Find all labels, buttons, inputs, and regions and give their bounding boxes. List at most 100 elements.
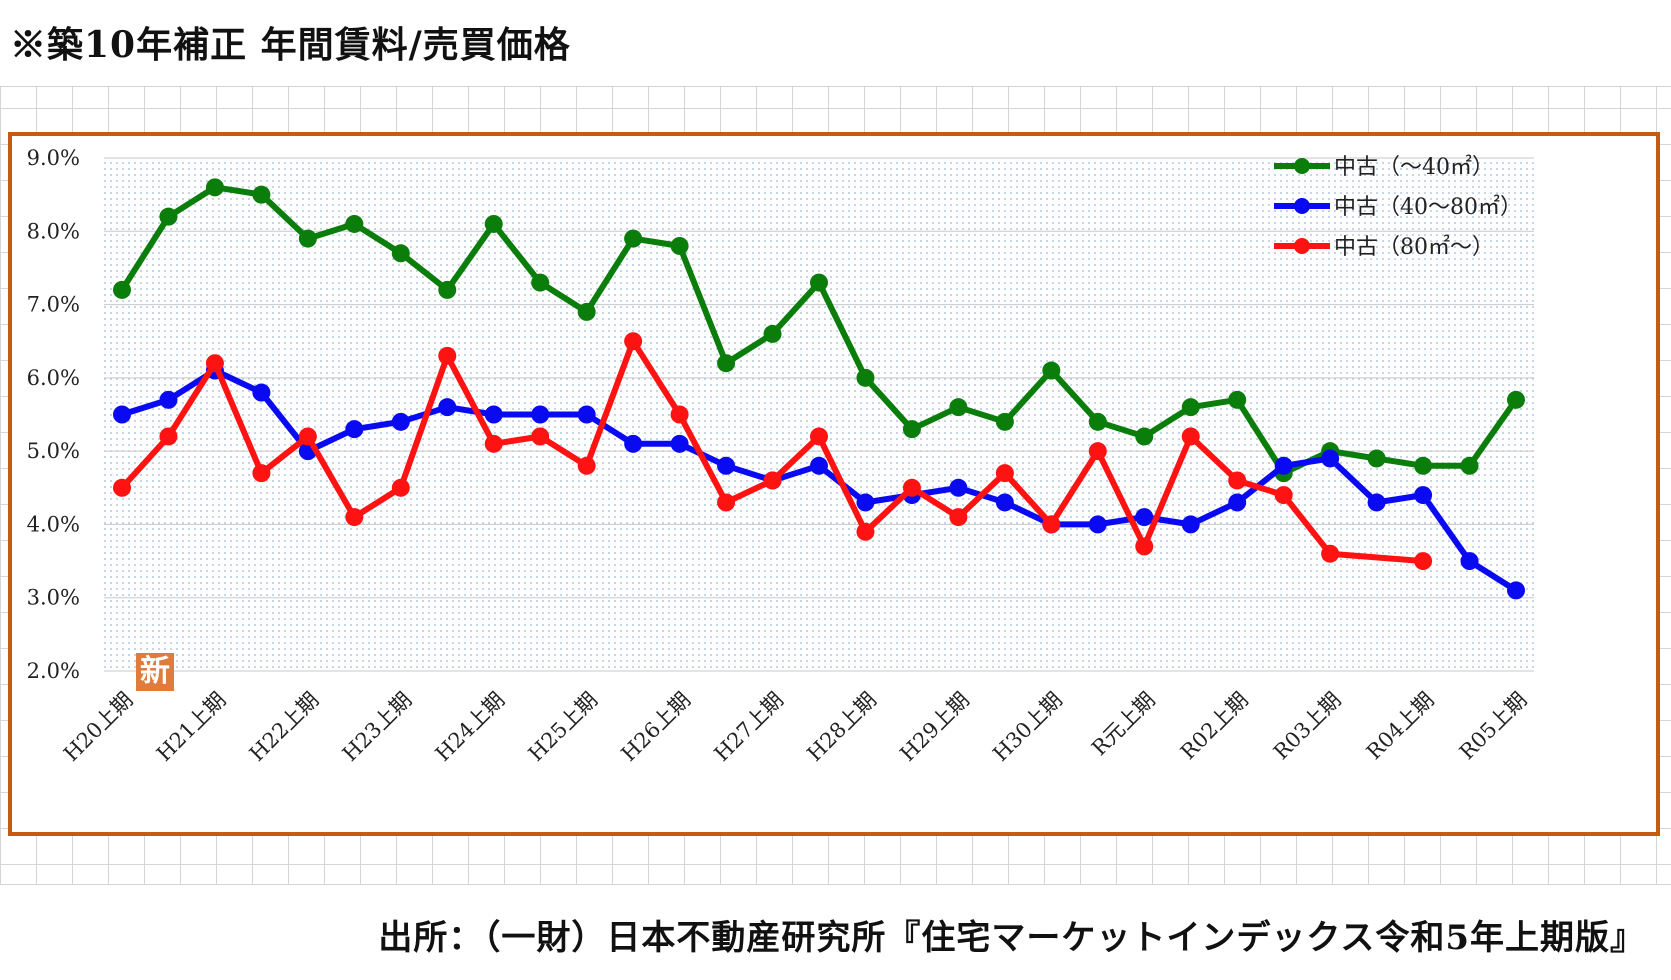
x-tick-label: H26上期 [617,688,696,767]
y-tick-label: 5.0% [27,439,80,463]
data-point [717,456,736,475]
data-point [159,207,178,226]
series-line [119,338,1424,565]
data-point [624,434,643,453]
x-tick-label: H24上期 [431,688,510,767]
data-point [1135,427,1154,446]
y-tick-label: 4.0% [27,512,80,536]
x-tick-label: H28上期 [802,688,881,767]
data-point [856,522,875,541]
data-point [1181,427,1200,446]
data-point [670,405,689,424]
data-point [763,324,782,343]
data-point [1088,442,1107,461]
data-point [624,229,643,248]
data-point [345,508,364,527]
y-tick-label: 9.0% [27,146,80,170]
legend-label: 中古（～40㎡） [1334,154,1494,180]
data-point [205,178,224,197]
data-point [345,214,364,233]
data-point [856,493,875,512]
data-point [577,405,596,424]
data-point [484,405,503,424]
series-1 [113,361,1525,600]
data-point [763,471,782,490]
page-title: ※築10年補正 年間賃料/売買価格 [10,24,571,66]
data-point [159,390,178,409]
source-note: 出所：（一財）日本不動産研究所『住宅マーケットインデックス令和5年上期版』 [378,918,1645,958]
data-point [345,420,364,439]
data-point [531,405,550,424]
x-tick-label: R元上期 [1087,688,1160,761]
x-tick-label: H30上期 [988,688,1067,767]
data-point [1321,544,1340,563]
data-point [1460,552,1479,571]
data-point [949,508,968,527]
data-point [1414,552,1433,571]
data-point [670,434,689,453]
data-point [1228,471,1247,490]
data-point [1042,361,1061,380]
data-point [1367,449,1386,468]
data-point [252,383,271,402]
data-point [1367,493,1386,512]
data-point [1321,449,1340,468]
data-point [159,427,178,446]
data-point [1274,486,1293,505]
x-tick-label: R04上期 [1362,688,1439,765]
data-point [391,244,410,263]
data-point [810,427,828,446]
data-point [1135,537,1154,556]
new-stamp-badge: 新 [136,653,174,691]
data-point [577,456,596,475]
x-tick-label: H22上期 [245,688,324,767]
legend-label: 中古（80㎡～） [1334,234,1494,260]
legend-marker [1294,198,1310,214]
legend: 中古（～40㎡） 中古（40～80㎡） 中古（80㎡～） [1274,154,1522,260]
y-tick-label: 8.0% [27,219,80,243]
data-point [902,420,921,439]
data-point [252,464,271,483]
x-tick-label: H29上期 [895,688,974,767]
data-point [1414,456,1433,475]
data-point [1042,515,1061,534]
data-point [1414,486,1433,505]
data-point [949,398,968,417]
data-point [298,229,317,248]
legend-label: 中古（40～80㎡） [1334,194,1522,220]
data-point [1088,412,1107,431]
data-point [1507,581,1525,600]
data-point [1181,398,1200,417]
data-point [810,273,828,292]
data-point [1228,390,1247,409]
data-point [995,493,1014,512]
line-chart: 9.0% 8.0% 7.0% 6.0% 5.0% 4.0% 3.0% 2.0% H20上期 H21… [27,146,1534,767]
y-tick-label: 2.0% [27,659,80,683]
x-tick-label: H20上期 [59,688,138,767]
x-tick-label: R03上期 [1269,688,1346,765]
data-point [391,478,410,497]
data-point [577,302,596,321]
data-point [856,368,875,387]
data-point [391,412,410,431]
data-point [438,346,457,365]
data-point [113,405,131,424]
y-tick-label: 6.0% [27,366,80,390]
footer-band [0,884,1671,980]
data-point [1088,515,1107,534]
data-point [113,280,131,299]
data-point [438,398,457,417]
data-point [1460,456,1479,475]
x-tick-label: H23上期 [338,688,417,767]
data-point [531,273,550,292]
data-point [717,493,736,512]
chart-frame: 9.0% 8.0% 7.0% 6.0% 5.0% 4.0% 3.0% 2.0% H20上期 H21… [8,132,1660,836]
data-point [1181,515,1200,534]
legend-marker [1294,238,1310,254]
data-point [484,214,503,233]
x-tick-label: H27上期 [710,688,789,767]
data-point [438,280,457,299]
data-point [1274,456,1293,475]
data-point [995,464,1014,483]
data-point [670,236,689,255]
